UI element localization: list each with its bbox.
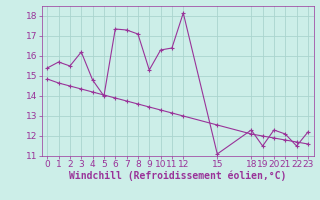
X-axis label: Windchill (Refroidissement éolien,°C): Windchill (Refroidissement éolien,°C): [69, 171, 286, 181]
